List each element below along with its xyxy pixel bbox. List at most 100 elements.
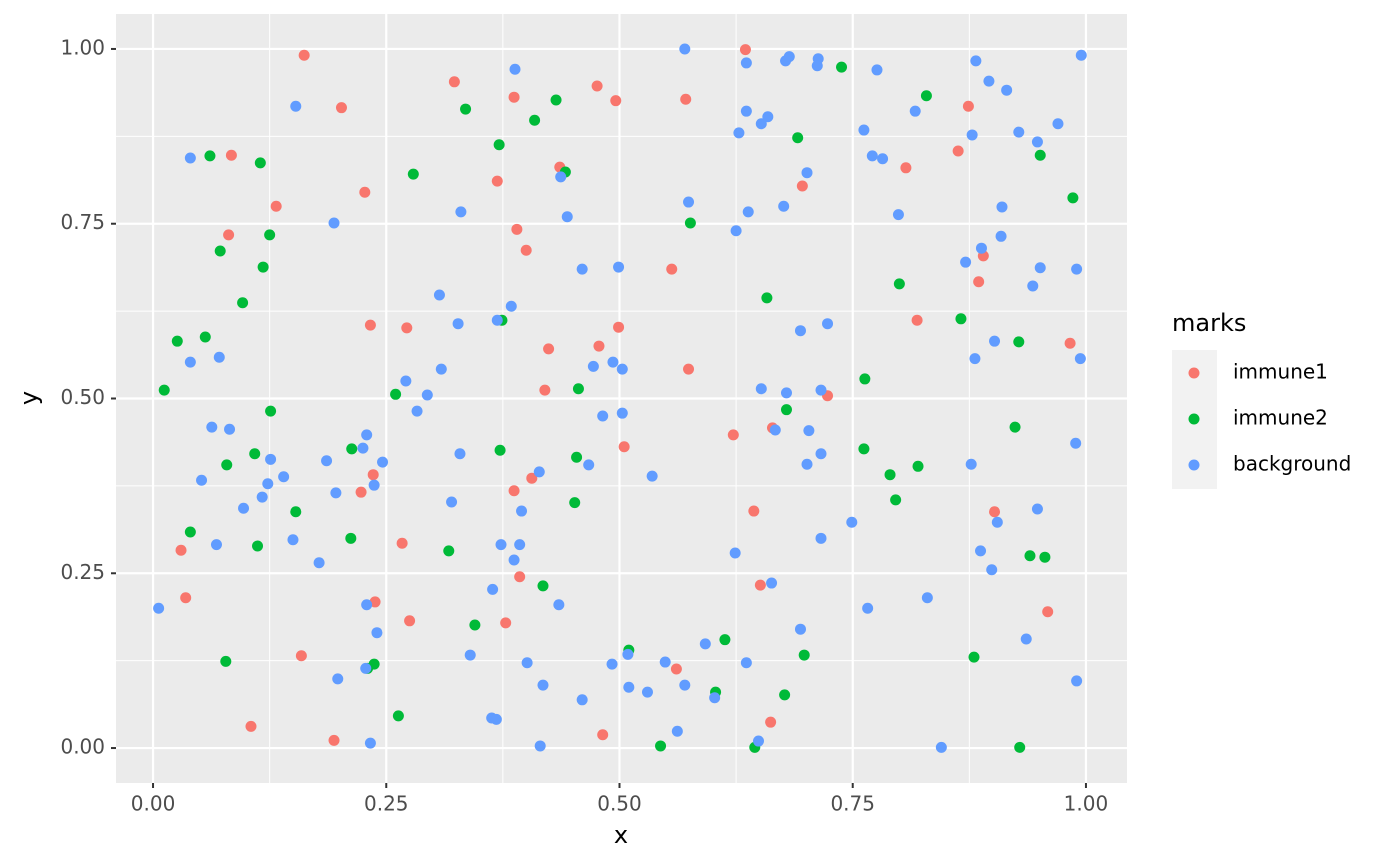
point <box>516 505 528 517</box>
point <box>1009 421 1021 433</box>
point <box>361 429 373 441</box>
point <box>679 43 691 55</box>
point <box>256 491 268 503</box>
point <box>792 132 804 144</box>
point <box>221 459 233 471</box>
point <box>801 167 813 179</box>
point <box>780 404 792 416</box>
point <box>1034 262 1046 274</box>
point <box>762 111 774 123</box>
point <box>613 321 625 333</box>
point <box>965 458 977 470</box>
point <box>561 211 573 223</box>
point <box>1064 337 1076 349</box>
point <box>249 448 261 460</box>
point <box>884 469 896 481</box>
point <box>583 459 595 471</box>
point <box>404 615 416 627</box>
point <box>446 496 458 508</box>
point <box>295 650 307 662</box>
point <box>364 319 376 331</box>
point <box>223 229 235 241</box>
point <box>815 532 827 544</box>
point <box>460 103 472 115</box>
point <box>357 442 369 454</box>
point <box>1014 741 1026 753</box>
point <box>606 658 618 670</box>
point <box>613 261 625 273</box>
point <box>683 363 695 375</box>
point <box>214 245 226 257</box>
point <box>529 114 541 126</box>
point <box>811 60 823 72</box>
point <box>534 740 546 752</box>
point <box>495 539 507 551</box>
point <box>921 592 933 604</box>
point <box>755 118 767 130</box>
point <box>238 502 250 514</box>
point <box>555 171 567 183</box>
point <box>421 389 433 401</box>
point <box>740 57 752 69</box>
legend-key <box>1188 367 1200 379</box>
point <box>969 353 981 365</box>
point <box>346 443 358 455</box>
point <box>719 634 731 646</box>
point <box>184 152 196 164</box>
point <box>911 314 923 326</box>
point <box>313 557 325 569</box>
legend-title: marks <box>1172 309 1246 337</box>
point <box>995 230 1007 242</box>
point <box>287 534 299 546</box>
point <box>505 300 517 312</box>
point <box>1001 84 1013 96</box>
point <box>533 466 545 478</box>
point <box>332 673 344 685</box>
point <box>955 313 967 325</box>
point <box>900 162 912 174</box>
point <box>909 105 921 117</box>
point <box>407 168 419 180</box>
point <box>371 627 383 639</box>
legend-label: immune2 <box>1233 406 1328 430</box>
point <box>761 292 773 304</box>
x-tick-label: 0.75 <box>830 792 875 816</box>
point <box>1067 192 1079 204</box>
point <box>396 537 408 549</box>
point <box>778 200 790 212</box>
point <box>1031 503 1043 515</box>
point <box>730 225 742 237</box>
point <box>836 61 848 73</box>
point <box>740 657 752 669</box>
point <box>1071 675 1083 687</box>
point <box>213 351 225 363</box>
y-tick-label: 0.25 <box>60 560 105 584</box>
point <box>368 479 380 491</box>
point <box>893 278 905 290</box>
point <box>491 314 503 326</box>
point <box>755 383 767 395</box>
point <box>623 681 635 693</box>
point <box>411 405 423 417</box>
point <box>180 592 192 604</box>
point <box>493 139 505 151</box>
point <box>377 456 389 468</box>
point <box>452 318 464 330</box>
point <box>257 261 269 273</box>
legend-label: background <box>1233 452 1351 476</box>
point <box>858 124 870 136</box>
y-tick-label: 1.00 <box>60 35 105 59</box>
point <box>794 325 806 337</box>
point <box>171 335 183 347</box>
point <box>571 451 583 463</box>
point <box>991 516 1003 528</box>
point <box>803 425 815 437</box>
point <box>846 516 858 528</box>
point <box>1020 633 1032 645</box>
point <box>359 186 371 198</box>
point <box>514 571 526 583</box>
point <box>748 505 760 517</box>
point <box>1024 550 1036 562</box>
